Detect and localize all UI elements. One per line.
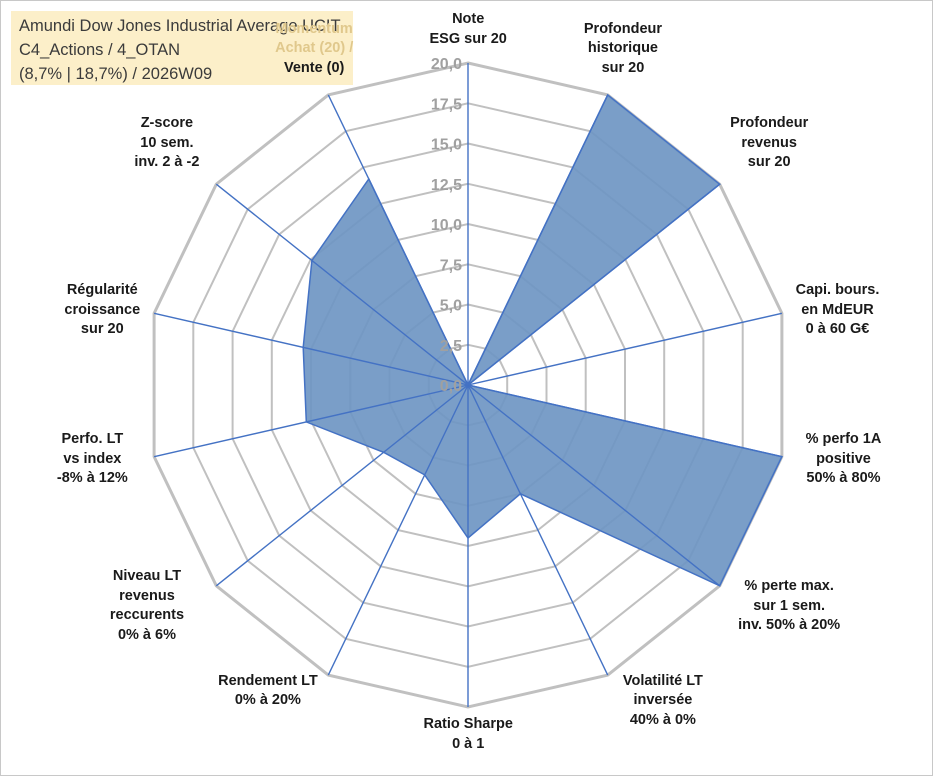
axis-label-line: 50% à 80% [806, 470, 881, 487]
tick-label: 17,5 [431, 96, 462, 113]
axis-label-line: inv. 2 à -2 [134, 154, 200, 171]
axis-label-line: Régularité [66, 282, 138, 299]
tick-label: 10,0 [431, 217, 462, 234]
axis-label-line: 10 sem. [140, 134, 194, 151]
axis-spoke-6 [467, 384, 721, 587]
axis-spoke-10 [215, 384, 469, 587]
axis-label-line: Perfo. LT [61, 431, 124, 448]
chart-title-box: Amundi Dow Jones Industrial Average UCIT… [11, 11, 353, 85]
axis-label-line: croissance [64, 301, 141, 318]
axis-label-line: Capi. bours. [795, 282, 880, 299]
axis-spoke-13 [215, 183, 469, 386]
axis-label-1: Note ESG sur 20 [430, 10, 507, 49]
axis-spoke-4 [467, 312, 783, 386]
axis-label-line: inv. 50% à 20% [738, 617, 841, 634]
axis-label-line: Rendement LT [218, 672, 318, 689]
axis-label-14: Momentum Achat (20) / Vente (0) [275, 20, 353, 79]
axis-label-10: Niveau LT revenus reccurents 0% à 6% [110, 567, 184, 645]
axis-label-line: vs index [63, 450, 122, 467]
tick-label: 2,5 [440, 338, 462, 355]
axis-label-line: en MdEUR [801, 301, 874, 318]
axis-label-line: 0 à 1 [452, 735, 485, 752]
axis-label-line: Vente (0) [283, 59, 345, 76]
axis-label-3: Profondeur revenus sur 20 [730, 114, 808, 173]
title-line-1: Amundi Dow Jones Industrial Average UCIT [19, 17, 341, 35]
axis-label-line: inversée [633, 692, 693, 709]
tick-label: 7,5 [440, 257, 462, 274]
axis-spoke-14 [327, 94, 469, 386]
axis-label-line: -8% à 12% [56, 470, 128, 487]
tick-label: 0,0 [440, 378, 462, 395]
axis-label-line: positive [816, 450, 871, 467]
axis-label-line: Ratio Sharpe [423, 716, 513, 732]
axis-label-line: revenus [741, 134, 797, 151]
axis-label-9: Rendement LT 0% à 20% [218, 672, 318, 711]
title-line-3: (8,7% | 18,7%) / 2026W09 [19, 65, 213, 83]
axis-label-4: Capi. bours. en MdEUR 0 à 60 G€ [796, 281, 880, 340]
axis-label-line: reccurents [109, 607, 185, 624]
axis-label-12: Régularité croissance sur 20 [64, 281, 140, 340]
axis-label-line: % perfo 1A [805, 431, 882, 448]
axis-label-line: ESG sur 20 [429, 30, 507, 47]
tick-label: 12,5 [431, 177, 462, 194]
axis-label-13: Z-score 10 sem. inv. 2 à -2 [134, 114, 199, 173]
axis-label-line: Achat (20) / [275, 40, 354, 57]
axis-label-line: 0 à 60 G€ [805, 321, 870, 338]
axis-label-line: Profondeur [583, 20, 663, 37]
axis-spoke-2 [467, 94, 609, 386]
axis-label-line: historique [587, 40, 658, 57]
axis-label-line: Niveau LT [112, 568, 182, 585]
axis-label-line: sur 20 [80, 321, 124, 338]
axis-spoke-5 [467, 384, 783, 458]
axis-label-6: % perte max. sur 1 sem. inv. 50% à 20% [738, 577, 840, 636]
axis-label-7: Volatilité LT inversée 40% à 0% [623, 672, 703, 731]
title-line-2: C4_Actions / 4_OTAN [19, 41, 181, 59]
axis-label-line: Momentum [275, 20, 353, 37]
axis-label-5: % perfo 1A positive 50% à 80% [806, 430, 882, 489]
axis-label-11: Perfo. LT vs index -8% à 12% [57, 430, 128, 489]
axis-label-8: Ratio Sharpe 0 à 1 [424, 715, 513, 754]
tick-layer: 0,0 2,5 5,0 7,5 10,0 12,5 15,0 17,5 20,0 [431, 56, 462, 395]
series-layer [153, 63, 783, 707]
axis-spoke-7 [467, 384, 609, 676]
axis-label-2: Profondeur historique sur 20 [584, 20, 662, 79]
tick-label: 20,0 [431, 56, 462, 73]
axis-label-line: 40% à 0% [629, 711, 696, 728]
tick-label: 5,0 [440, 298, 462, 315]
axis-label-line: sur 20 [601, 59, 645, 76]
axis-label-line: Note [452, 11, 485, 27]
axis-label-line: sur 20 [747, 154, 791, 171]
axis-label-line: sur 1 sem. [753, 597, 826, 614]
axis-spoke-9 [327, 384, 469, 676]
axis-spoke-12 [153, 312, 469, 386]
tick-label: 15,0 [431, 137, 462, 154]
axis-label-line: 0% à 20% [234, 692, 301, 709]
axis-label-line: Volatilité LT [622, 672, 703, 689]
axis-spoke-11 [153, 384, 469, 458]
axis-label-line: % perte max. [744, 578, 834, 595]
axis-label-line: Profondeur [730, 115, 809, 132]
axis-label-line: revenus [119, 587, 175, 604]
axis-label-line: Z-score [140, 115, 194, 132]
axis-label-line: 0% à 6% [117, 626, 176, 643]
axis-spoke-3 [467, 183, 721, 386]
